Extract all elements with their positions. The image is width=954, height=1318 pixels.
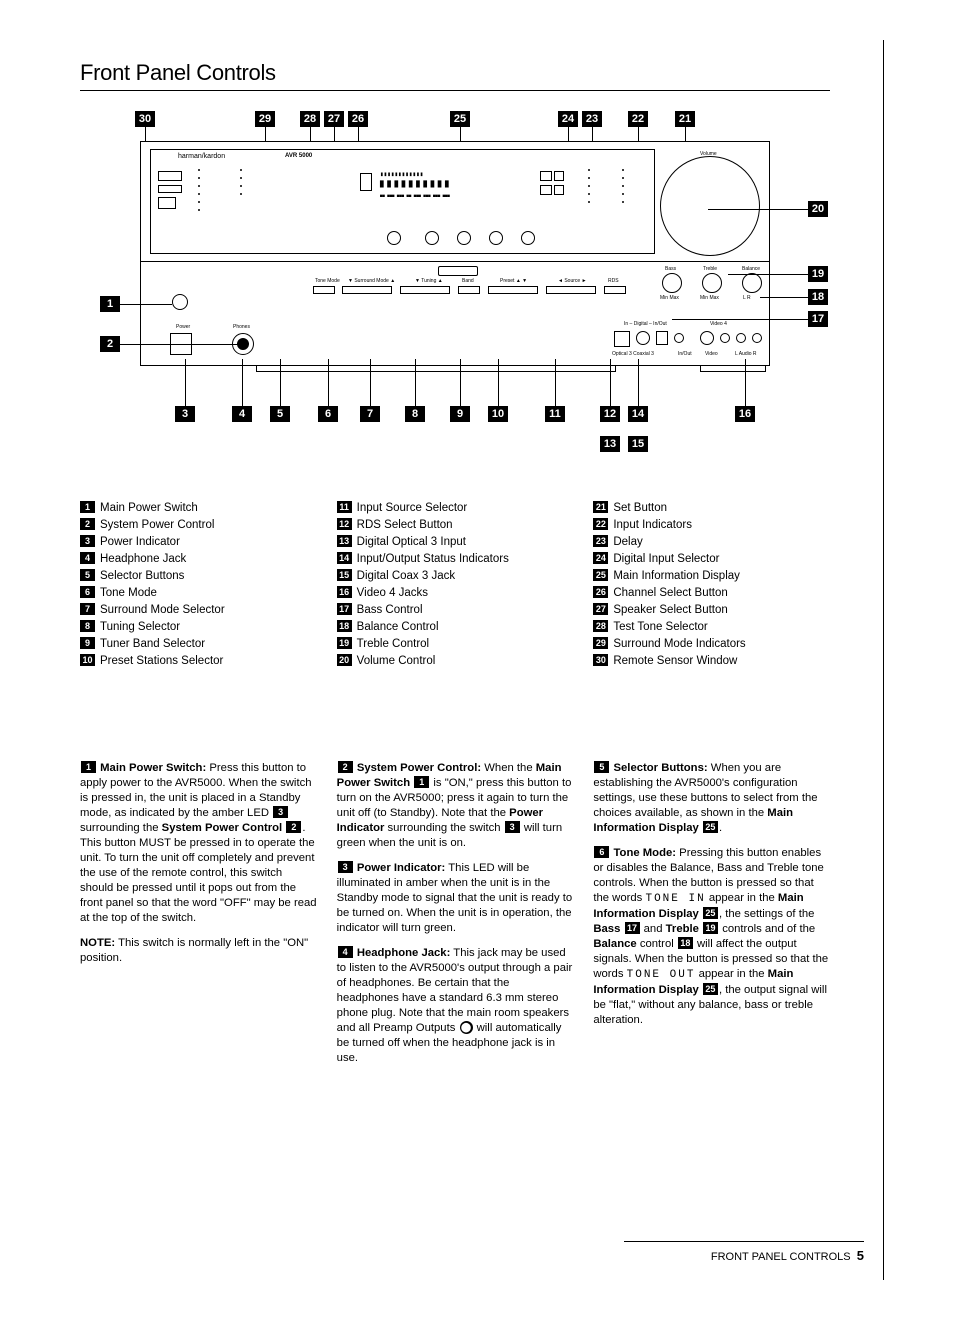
callout-20: 20 [808,201,828,217]
legend-row: 3Power Indicator [80,535,317,550]
callout-6: 6 [318,406,338,422]
volume-label: Volume [700,151,717,157]
legend-row: 18Balance Control [337,620,574,635]
callout-28: 28 [300,111,320,127]
callout-7: 7 [360,406,380,422]
legend-col-1: 1Main Power Switch 2System Power Control 3… [80,501,317,671]
page-number: 5 [857,1248,864,1263]
legend-row: 26Channel Select Button [593,586,830,601]
brand-text: harman/kardon [178,153,225,160]
legend-row: 5Selector Buttons [80,569,317,584]
legend-row: 1Main Power Switch [80,501,317,516]
callout-15: 15 [628,436,648,452]
legend-row: 22Input Indicators [593,518,830,533]
page-title: Front Panel Controls [80,60,830,86]
legend-col-3: 21Set Button 22Input Indicators 23Delay 24D… [593,501,830,671]
volume-knob [660,156,760,256]
callout-14: 14 [628,406,648,422]
legend-row: 9Tuner Band Selector [80,637,317,652]
callout-26: 26 [348,111,368,127]
legend-row: 13Digital Optical 3 Input [337,535,574,550]
legend-row: 10Preset Stations Selector [80,654,317,669]
legend-row: 16Video 4 Jacks [337,586,574,601]
callout-16: 16 [735,406,755,422]
legend: 1Main Power Switch 2System Power Control 3… [80,501,830,671]
callout-5: 5 [270,406,290,422]
ref-1: 1 [81,761,96,773]
callout-17: 17 [808,311,828,327]
legend-row: 8Tuning Selector [80,620,317,635]
legend-row: 12RDS Select Button [337,518,574,533]
legend-row: 23Delay [593,535,830,550]
callout-21: 21 [675,111,695,127]
legend-row: 17Bass Control [337,603,574,618]
legend-row: 4Headphone Jack [80,552,317,567]
callout-3: 3 [175,406,195,422]
callout-11: 11 [545,406,565,422]
callout-25: 25 [450,111,470,127]
model-text: AVR 5000 [285,153,312,159]
callout-29: 29 [255,111,275,127]
callout-24: 24 [558,111,578,127]
legend-row: 6Tone Mode [80,586,317,601]
title-row: Front Panel Controls [80,60,830,91]
footer: FRONT PANEL CONTROLS 5 [624,1241,864,1263]
legend-row: 7Surround Mode Selector [80,603,317,618]
body-col-1: 1 Main Power Switch: Press this button t… [80,761,317,1076]
callout-13: 13 [600,436,620,452]
callout-12: 12 [600,406,620,422]
legend-row: 24Digital Input Selector [593,552,830,567]
legend-row: 25Main Information Display [593,569,830,584]
body-text: 1 Main Power Switch: Press this button t… [80,761,830,1076]
legend-row: 21Set Button [593,501,830,516]
callout-10: 10 [488,406,508,422]
legend-row: 14Input/Output Status Indicators [337,552,574,567]
legend-row: 28Test Tone Selector [593,620,830,635]
legend-row: 20Volume Control [337,654,574,669]
legend-row: 29Surround Mode Indicators [593,637,830,652]
body-col-3: 5 Selector Buttons: When you are establi… [593,761,830,1076]
legend-row: 11Input Source Selector [337,501,574,516]
legend-row: 15Digital Coax 3 Jack [337,569,574,584]
footer-label: FRONT PANEL CONTROLS [711,1251,851,1263]
legend-row: 2System Power Control [80,518,317,533]
callout-2: 2 [100,336,120,352]
legend-col-2: 11Input Source Selector 12RDS Select Butt… [337,501,574,671]
callout-27: 27 [324,111,344,127]
body-col-2: 2 System Power Control: When the Main Po… [337,761,574,1076]
callout-30: 30 [135,111,155,127]
callout-23: 23 [582,111,602,127]
callout-1: 1 [100,296,120,312]
legend-row: 19Treble Control [337,637,574,652]
legend-row: 30Remote Sensor Window [593,654,830,669]
callout-4: 4 [232,406,252,422]
panel-diagram: 30292827262524232221 20191817 12 harman/… [80,111,830,481]
right-margin-rule [883,40,884,1280]
callout-8: 8 [405,406,425,422]
callout-22: 22 [628,111,648,127]
callout-18: 18 [808,289,828,305]
callout-9: 9 [450,406,470,422]
legend-row: 27Speaker Select Button [593,603,830,618]
callout-19: 19 [808,266,828,282]
